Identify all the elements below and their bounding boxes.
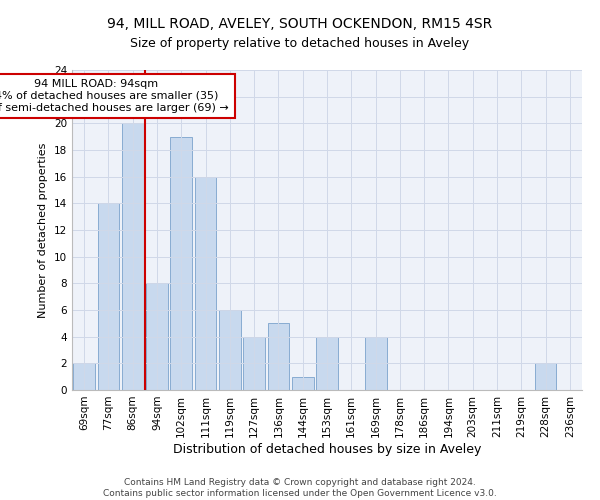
- Bar: [243, 336, 265, 390]
- X-axis label: Distribution of detached houses by size in Aveley: Distribution of detached houses by size …: [173, 442, 481, 456]
- Bar: [122, 124, 143, 390]
- Bar: [219, 310, 241, 390]
- Bar: [365, 336, 386, 390]
- Bar: [194, 176, 217, 390]
- Y-axis label: Number of detached properties: Number of detached properties: [38, 142, 49, 318]
- Text: 94, MILL ROAD, AVELEY, SOUTH OCKENDON, RM15 4SR: 94, MILL ROAD, AVELEY, SOUTH OCKENDON, R…: [107, 18, 493, 32]
- Bar: [146, 284, 168, 390]
- Bar: [170, 136, 192, 390]
- Bar: [268, 324, 289, 390]
- Bar: [316, 336, 338, 390]
- Bar: [535, 364, 556, 390]
- Bar: [97, 204, 119, 390]
- Text: 94 MILL ROAD: 94sqm
← 34% of detached houses are smaller (35)
66% of semi-detach: 94 MILL ROAD: 94sqm ← 34% of detached ho…: [0, 80, 229, 112]
- Bar: [292, 376, 314, 390]
- Text: Size of property relative to detached houses in Aveley: Size of property relative to detached ho…: [130, 38, 470, 51]
- Bar: [73, 364, 95, 390]
- Text: Contains HM Land Registry data © Crown copyright and database right 2024.
Contai: Contains HM Land Registry data © Crown c…: [103, 478, 497, 498]
